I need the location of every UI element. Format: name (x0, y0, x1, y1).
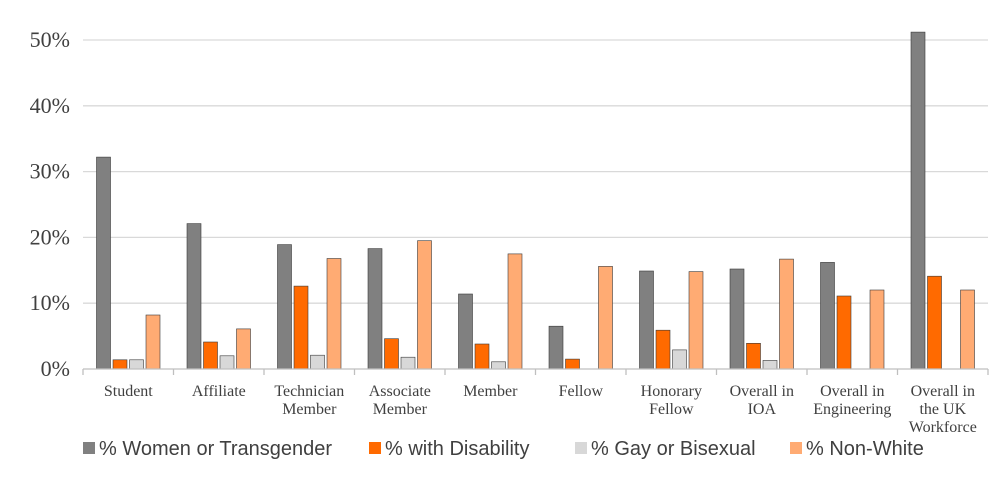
category-labels: Student Affiliate Technician MemberAssociat… (104, 383, 977, 436)
category-label-line: Associate (369, 383, 431, 400)
bar (820, 262, 835, 370)
bar (729, 268, 745, 370)
bar (277, 244, 292, 370)
category-label: Overall in the UK Workforce (909, 383, 977, 436)
category-label-line: Workforce (909, 419, 977, 436)
bars (96, 31, 975, 370)
legend-label: % Women or Transgender (99, 438, 332, 460)
category-label-line: Member (463, 383, 518, 400)
category-label-line: Engineering (813, 401, 891, 418)
category-label-line: Technician (274, 383, 344, 400)
legend-label: % Non-White (806, 438, 924, 460)
category-label: Honorary Fellow (641, 383, 702, 418)
category-label-line: Affiliate (192, 383, 246, 400)
bar (458, 293, 473, 370)
bar (565, 358, 580, 370)
category-label: Student (104, 383, 153, 400)
bar (672, 349, 687, 370)
y-tick-label: 40% (30, 93, 70, 118)
bar (145, 314, 161, 370)
bar (639, 270, 654, 370)
legend-label: % with Disability (385, 438, 529, 460)
category-label-line: Honorary (641, 383, 702, 400)
y-axis-ticks: 0% 10% 20% 30% 40% 50% (30, 27, 70, 381)
category-label-line: Overall in (911, 383, 975, 400)
bar (474, 343, 490, 370)
category-label: Overall in IOA (730, 383, 794, 418)
category-label-line: Overall in (730, 383, 794, 400)
bar (688, 271, 704, 370)
bar (598, 266, 613, 370)
bar (367, 248, 383, 370)
category-label-line: Fellow (649, 401, 694, 418)
bar (129, 359, 144, 370)
category-label: Member (463, 383, 518, 400)
bar (417, 240, 432, 370)
bar (491, 361, 506, 370)
category-label: Associate Member (369, 383, 431, 418)
category-label-line: Member (373, 401, 428, 418)
bar (548, 325, 564, 370)
bar (655, 329, 671, 370)
bar (762, 360, 778, 370)
bar (400, 356, 416, 370)
legend-item: % with Disability (369, 438, 529, 460)
legend-item: % Women or Transgender (83, 438, 332, 460)
category-label-line: Fellow (559, 383, 604, 400)
bar (293, 285, 309, 370)
category-label: Affiliate (192, 383, 246, 400)
y-tick-label: 0% (41, 356, 70, 381)
legend-swatch (790, 442, 802, 454)
bar (326, 258, 342, 370)
x-axis (82, 368, 989, 375)
category-label: Fellow (559, 383, 604, 400)
legend-item: % Gay or Bisexual (575, 438, 756, 460)
category-label-line: Overall in (820, 383, 884, 400)
category-label-line: IOA (748, 401, 777, 418)
bar (869, 289, 885, 370)
category-label-line: the UK (919, 401, 966, 418)
bar (960, 289, 975, 370)
bar (203, 341, 218, 370)
bar (507, 253, 523, 370)
bar (836, 295, 852, 370)
bar (236, 328, 251, 370)
category-label: Overall in Engineering (813, 383, 891, 418)
gridlines (83, 39, 988, 304)
category-label: Technician Member (274, 383, 344, 418)
legend-swatch (83, 442, 95, 454)
y-tick-label: 30% (30, 159, 70, 184)
y-tick-label: 20% (30, 224, 70, 249)
legend: % Women or Transgender % with Disability%… (83, 438, 924, 460)
bar (927, 275, 942, 370)
legend-swatch (369, 442, 381, 454)
legend-swatch (575, 442, 587, 454)
bar (186, 223, 202, 370)
y-tick-label: 10% (30, 290, 70, 315)
bar (779, 258, 794, 370)
legend-label: % Gay or Bisexual (591, 438, 756, 460)
bar (310, 354, 325, 370)
category-label-line: Student (104, 383, 153, 400)
bar (96, 156, 111, 370)
category-label-line: Member (282, 401, 337, 418)
bar (910, 31, 926, 370)
bar (746, 342, 761, 370)
legend-item: % Non-White (790, 438, 924, 460)
bar (384, 338, 399, 370)
y-tick-label: 50% (30, 27, 70, 52)
bar (112, 359, 128, 370)
bar (219, 355, 235, 370)
